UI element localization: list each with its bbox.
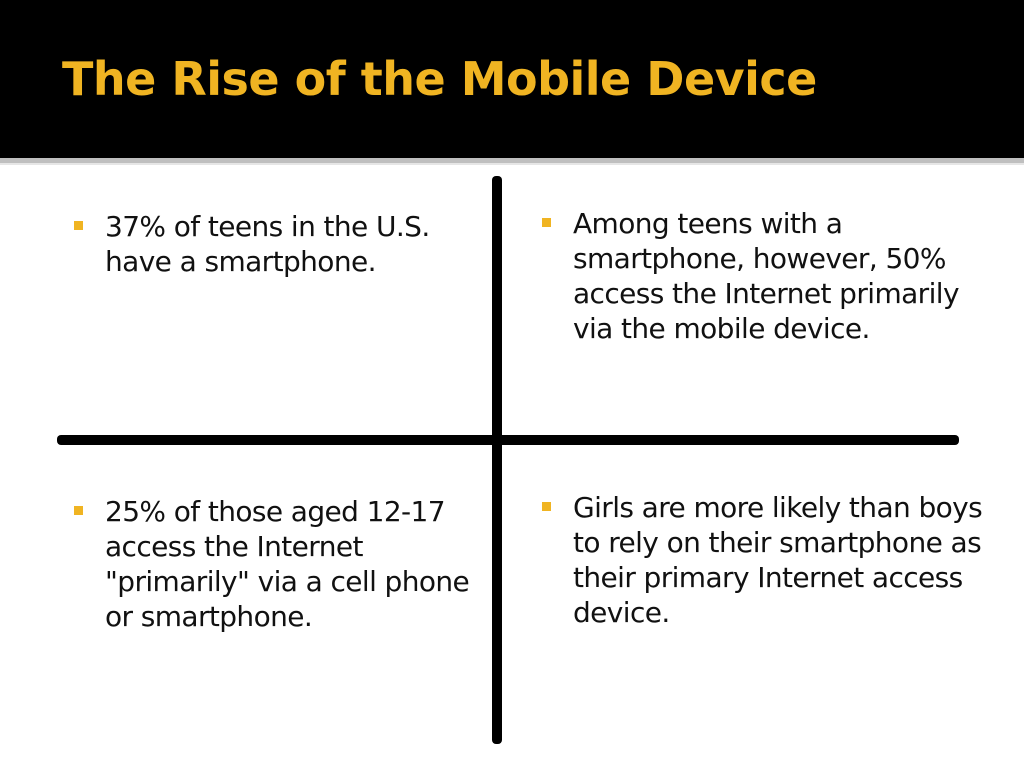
title-divider-highlight	[0, 163, 1024, 165]
square-bullet-icon	[74, 221, 83, 230]
title-divider	[0, 158, 1024, 163]
horizontal-divider	[57, 435, 959, 445]
quadrant-text: Among teens with a smartphone, however, …	[573, 207, 960, 345]
quadrant-top-left: 37% of teens in the U.S. have a smartpho…	[74, 209, 484, 279]
vertical-divider	[492, 176, 502, 744]
slide-title: The Rise of the Mobile Device	[62, 52, 817, 106]
square-bullet-icon	[542, 218, 551, 227]
quadrant-bottom-right: Girls are more likely than boys to rely …	[542, 490, 1002, 630]
quadrant-text: Girls are more likely than boys to rely …	[573, 491, 983, 629]
square-bullet-icon	[542, 502, 551, 511]
quadrant-text: 25% of those aged 12-17 access the Inter…	[105, 495, 470, 633]
quadrant-bottom-left: 25% of those aged 12-17 access the Inter…	[74, 494, 484, 634]
quadrant-text: 37% of teens in the U.S. have a smartpho…	[105, 210, 430, 278]
title-band: The Rise of the Mobile Device	[0, 0, 1024, 158]
quadrant-top-right: Among teens with a smartphone, however, …	[542, 206, 992, 346]
square-bullet-icon	[74, 506, 83, 515]
